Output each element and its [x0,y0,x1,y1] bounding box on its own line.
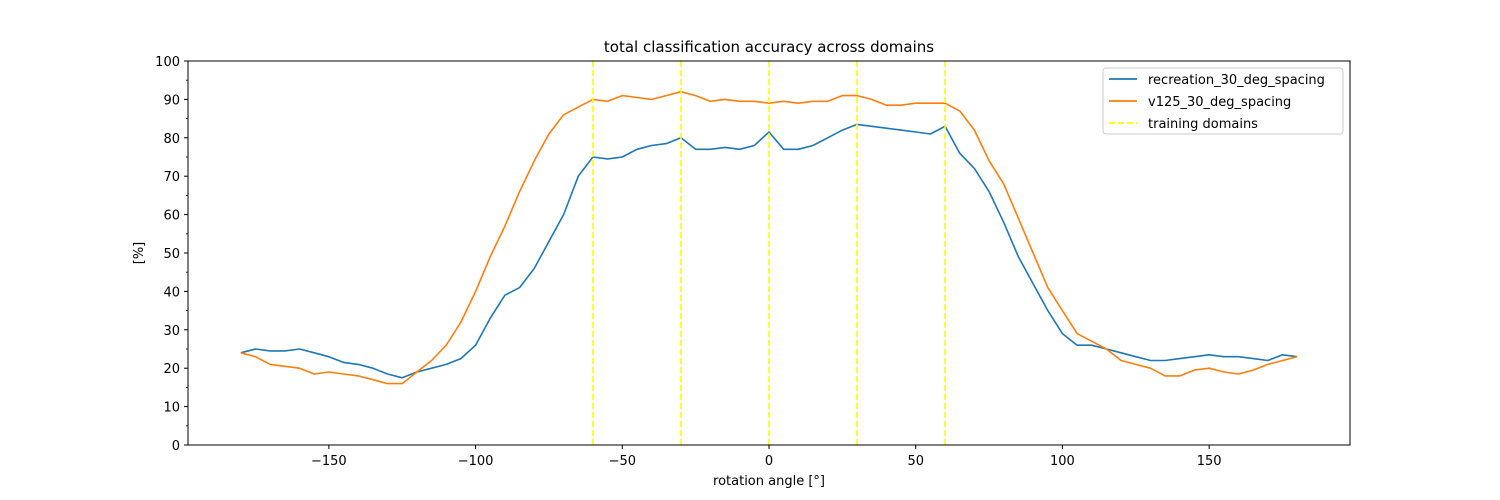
y-tick-label: 0 [172,439,180,454]
x-tick-label: 100 [1050,454,1075,469]
y-tick-label: 80 [163,132,180,147]
y-axis-label: [%] [132,242,147,265]
x-tick-label: 150 [1197,454,1222,469]
x-tick-label: 50 [907,454,924,469]
y-tick-label: 20 [163,362,180,377]
legend-label: training domains [1148,117,1258,132]
y-tick-label: 60 [163,209,180,224]
series-line-2 [240,90,1298,385]
legend-box [1102,67,1344,135]
x-tick-label: −50 [609,454,636,469]
x-tick-label: −100 [458,454,494,469]
y-tick-label: 40 [163,285,180,300]
legend-label: v125_30_deg_spacing [1148,95,1291,110]
y-tick-label: 10 [163,401,180,416]
chart-title: total classification accuracy across dom… [604,38,934,56]
x-tick-label: −150 [311,454,347,469]
x-tick-label: 0 [765,454,773,469]
legend: recreation_30_deg_spacing v125_30_deg_spa… [1102,67,1344,135]
legend-label: recreation_30_deg_spacing [1148,73,1325,88]
y-tick-label: 50 [163,247,180,262]
x-axis-label: rotation angle [°] [713,474,825,489]
y-tick-label: 90 [163,93,180,108]
y-tick-label: 100 [155,55,180,70]
y-tick-label: 30 [163,324,180,339]
y-tick-label: 70 [163,170,180,185]
